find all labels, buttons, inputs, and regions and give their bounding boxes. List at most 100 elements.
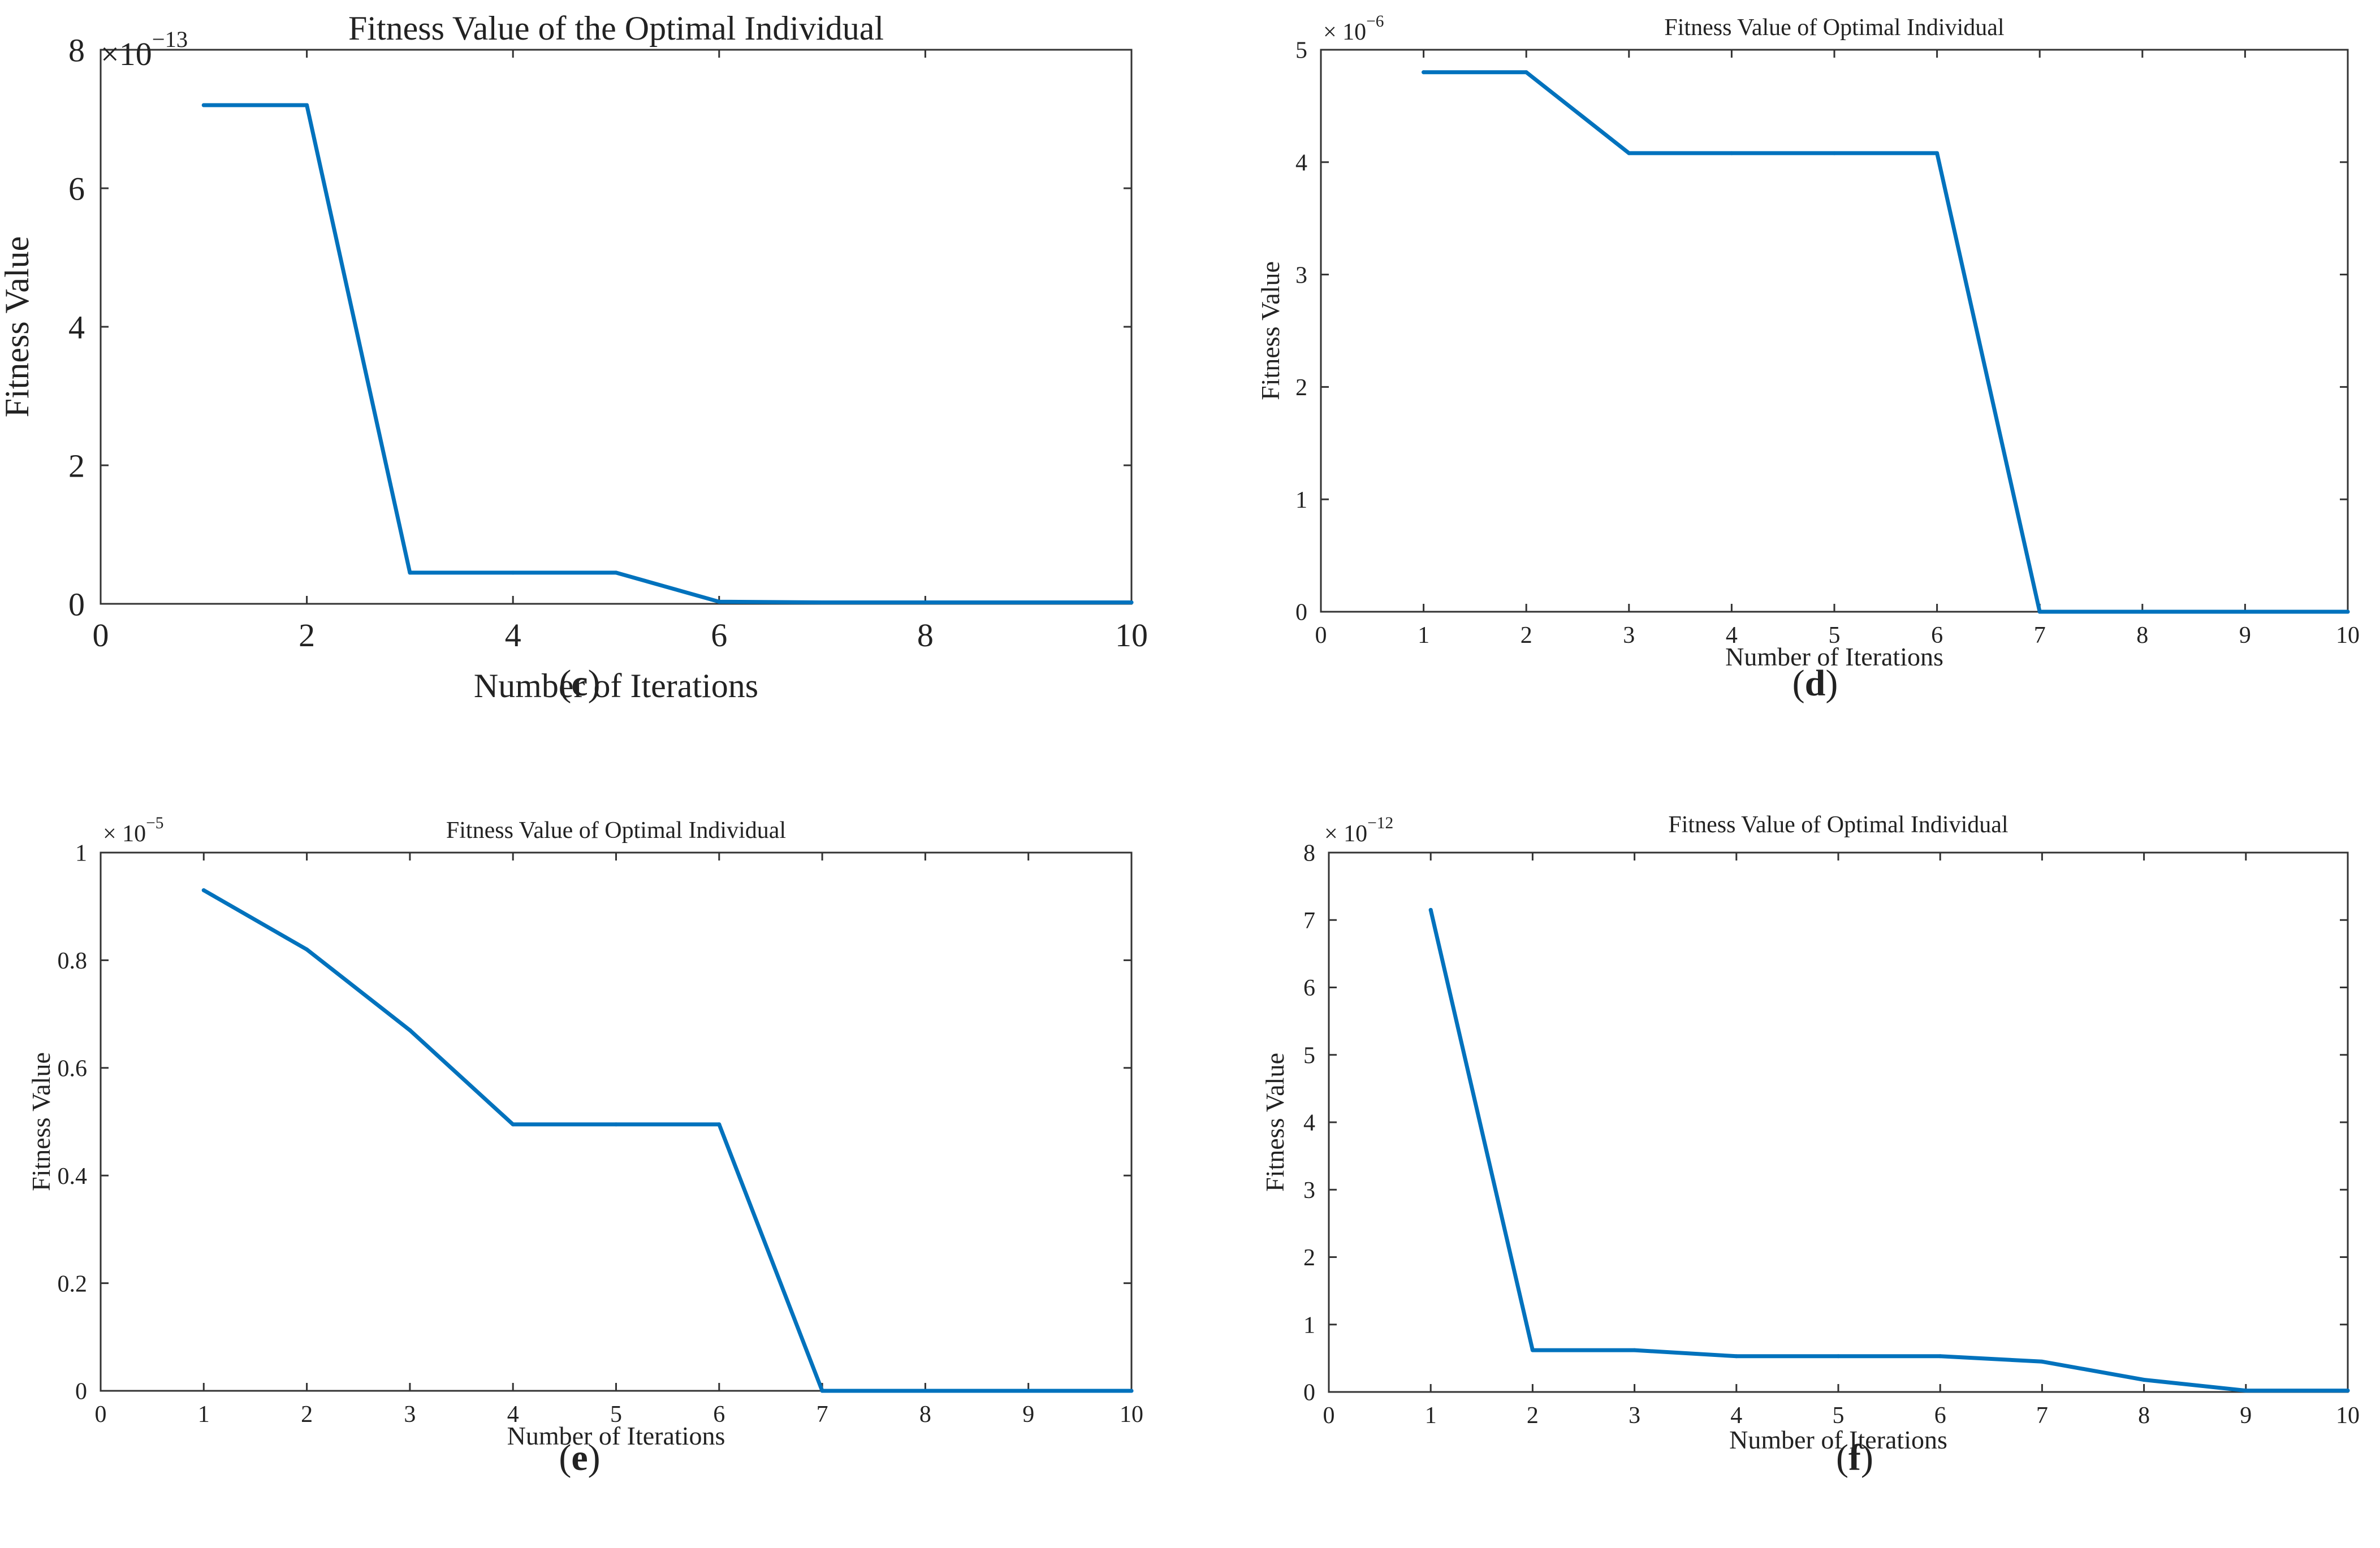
chart-title: Fitness Value of the Optimal Individual <box>348 10 884 47</box>
x-axis-label: Number of Iterations <box>1725 642 1943 671</box>
panel-caption: (d) <box>1792 663 1838 704</box>
series-line-c <box>201 103 1134 604</box>
x-tick-label: 8 <box>919 1402 931 1428</box>
x-tick-label: 0 <box>1323 1403 1335 1429</box>
data-point <box>511 1122 515 1127</box>
data-point <box>820 1389 824 1393</box>
data-point <box>717 1122 722 1127</box>
data-point <box>923 600 927 605</box>
caption-letter: f <box>1848 1437 1861 1478</box>
chart-d: 0 1 2 3 4 5 6 7 8 9 10 0 1 2 3 4 5 Fitness Value of Optim… <box>1256 12 2360 704</box>
data-point <box>2040 1359 2044 1364</box>
y-tick-label: 0 <box>1295 600 1307 626</box>
y-exponent-label: × 10−12 <box>1324 814 1393 847</box>
plot-frame <box>100 851 1133 1392</box>
data-point <box>305 103 309 107</box>
x-tick-label: 2 <box>299 617 315 654</box>
x-tick-label: 10 <box>1120 1402 1143 1428</box>
x-tick-label: 4 <box>1726 622 1738 648</box>
y-exponent-base: × 10 <box>103 821 146 847</box>
x-tick-label: 2 <box>1521 622 1532 648</box>
x-tick-label: 3 <box>404 1402 416 1428</box>
plot-frame <box>100 49 1133 605</box>
x-tick-label: 1 <box>1418 622 1429 648</box>
data-point <box>614 1122 618 1127</box>
y-tick-label: 5 <box>1303 1043 1315 1069</box>
x-tick-label: 4 <box>505 617 521 654</box>
x-tick-label: 6 <box>711 617 727 654</box>
caption-letter: c <box>571 663 588 704</box>
plot-frame <box>1320 49 2349 613</box>
caption-letter: e <box>571 1437 588 1478</box>
series-line-d <box>1422 70 2350 614</box>
x-tick-label: 5 <box>610 1402 622 1428</box>
x-tick-label: 3 <box>1629 1403 1640 1429</box>
data-point <box>1938 1354 1942 1359</box>
data-point <box>2243 609 2247 614</box>
x-tick-label: 9 <box>2239 622 2251 648</box>
x-tick-label: 6 <box>1934 1403 1946 1429</box>
x-tick-label: 10 <box>2336 1403 2360 1429</box>
x-tick-label: 0 <box>95 1402 107 1428</box>
data-point <box>511 570 515 575</box>
data-point <box>201 888 206 893</box>
y-tick-label: 2 <box>68 447 85 484</box>
y-exponent-label: × 10−5 <box>103 814 163 847</box>
data-point <box>1026 600 1031 605</box>
data-point <box>2346 1389 2350 1393</box>
data-point <box>1632 1348 1637 1352</box>
y-tick-label: 0 <box>1303 1380 1315 1406</box>
x-tick-label: 1 <box>1425 1403 1437 1429</box>
y-axis-label: Fitness Value <box>0 236 36 418</box>
y-exponent-power: −12 <box>1367 814 1393 832</box>
y-tick-label: 0.6 <box>58 1056 88 1082</box>
y-tick-label: 3 <box>1303 1178 1315 1204</box>
data-point <box>1422 70 1426 75</box>
x-tick-label: 7 <box>817 1402 828 1428</box>
y-tick-label: 4 <box>1295 150 1307 176</box>
caption-letter: d <box>1805 663 1826 704</box>
y-axis-label: Fitness Value <box>1260 1053 1289 1192</box>
x-tick-label: 3 <box>1623 622 1635 648</box>
x-tick-label: 7 <box>2034 622 2046 648</box>
y-tick-label: 8 <box>68 32 85 68</box>
x-axis-label: Number of Iterations <box>474 667 758 704</box>
data-point <box>2244 1389 2248 1393</box>
y-tick-label: 3 <box>1295 262 1307 288</box>
data-point <box>1129 1389 1134 1393</box>
data-point <box>408 570 412 575</box>
caption-open-paren: ( <box>559 1437 571 1478</box>
x-tick-label: 9 <box>1022 1402 1034 1428</box>
y-tick-label: 4 <box>1303 1110 1315 1136</box>
chart-title: Fitness Value of Optimal Individual <box>446 818 786 844</box>
y-tick-label: 6 <box>1303 975 1315 1001</box>
y-exponent-base: × 10 <box>1324 821 1367 847</box>
y-tick-label: 2 <box>1295 375 1307 401</box>
chart-c: 0 2 4 6 8 10 0 2 4 6 8 Fitness Value of the Optimal… <box>0 10 1148 704</box>
panel-caption: (f) <box>1836 1437 1873 1478</box>
x-tick-label: 8 <box>917 617 934 654</box>
caption-close-paren: ) <box>588 663 601 704</box>
data-point <box>305 947 309 952</box>
x-tick-label: 5 <box>1833 1403 1845 1429</box>
x-tick-label: 9 <box>2240 1403 2252 1429</box>
x-tick-label: 6 <box>1931 622 1943 648</box>
x-tick-label: 10 <box>1115 617 1148 654</box>
data-point <box>2142 1378 2146 1382</box>
y-tick-label: 8 <box>1303 841 1315 867</box>
y-tick-label: 7 <box>1303 908 1315 934</box>
series-line-e <box>201 888 1134 1393</box>
x-tick-label: 5 <box>1829 622 1841 648</box>
y-tick-label: 0 <box>68 586 85 622</box>
data-point <box>408 1028 412 1032</box>
data-point <box>1627 151 1631 155</box>
caption-open-paren: ( <box>1792 663 1805 704</box>
y-tick-label: 0.8 <box>58 948 88 974</box>
y-exponent-power: −6 <box>1366 12 1384 31</box>
data-point <box>1428 907 1433 912</box>
chart-title: Fitness Value of Optimal Individual <box>1664 15 2004 41</box>
y-exponent-label: ×10−13 <box>101 27 188 72</box>
y-exponent-power: −13 <box>152 27 188 52</box>
data-point <box>201 103 206 107</box>
